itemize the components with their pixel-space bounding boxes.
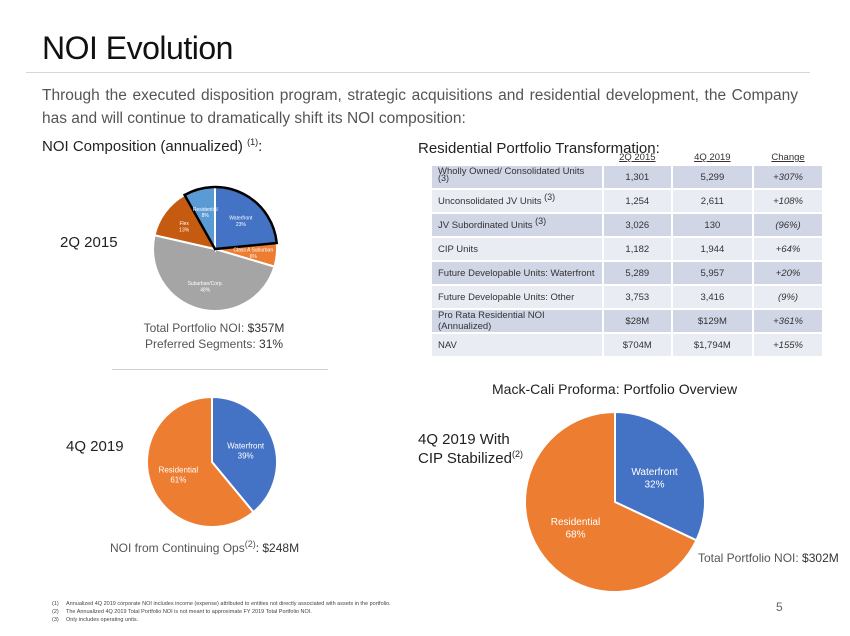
noi-composition-heading-text: NOI Composition (annualized) xyxy=(42,138,243,155)
value-2q2015: 1,254 xyxy=(604,190,671,212)
caption-4q2019: NOI from Continuing Ops(2): $248M xyxy=(110,539,300,556)
pie-chart-proforma: Waterfront 32% Residential 68% xyxy=(524,410,706,593)
pie-label: Residential 8% xyxy=(193,207,218,219)
footnote: (2) The Annualized 4Q 2019 Total Portfoli… xyxy=(52,608,391,616)
noi-composition-heading: NOI Composition (annualized) (1): xyxy=(42,137,263,156)
footnote-ref: (3) xyxy=(544,191,556,202)
caption-proforma: Total Portfolio NOI: $302M xyxy=(698,551,839,565)
value-4q2019: $129M xyxy=(672,310,753,332)
row-label: Future Developable Units: Waterfront xyxy=(432,262,602,284)
table-header-2q2015: 2Q 2015 xyxy=(619,152,656,163)
table-header-change: Change xyxy=(771,152,805,163)
pie-slice-residential xyxy=(146,395,255,528)
intro-text: Through the executed disposition program… xyxy=(42,87,798,127)
footnote: (3) Only includes operating units. xyxy=(52,616,391,624)
table-row: CIP Units 1,182 1,944 +64% xyxy=(432,238,822,260)
preferred-segments-outline xyxy=(182,185,279,251)
section-divider-left xyxy=(112,369,328,370)
footnote-number: (1) xyxy=(52,601,59,607)
table-row: Future Developable Units: Waterfront 5,28… xyxy=(432,262,822,284)
value-change: (96%) xyxy=(754,214,822,236)
slide-title: NOI Evolution xyxy=(42,30,233,66)
table-row: Future Developable Units: Other 3,753 3,41… xyxy=(432,286,822,308)
table-row: Pro Rata Residential NOI (Annualized) $28… xyxy=(432,310,822,332)
pie-chart-4q2019: Waterfront 39% Residential 61% xyxy=(146,395,278,528)
table-row: Unconsolidated JV Units (3) 1,254 2,611 +10… xyxy=(432,190,822,212)
value-change: +307% xyxy=(754,166,822,188)
footnote-ref: (3) xyxy=(438,172,449,183)
value-2q2015: $28M xyxy=(604,310,671,332)
value-4q2019: 130 xyxy=(672,214,753,236)
table-row: NAV $704M $1,794M +155% xyxy=(432,334,822,356)
pie-label: Waterfront 23% xyxy=(229,216,253,228)
value-4q2019: 5,299 xyxy=(672,166,753,188)
footnote-text: Only includes operating units. xyxy=(66,617,139,623)
pie-slice-suburban-corp xyxy=(152,234,276,312)
pie-label: Waterfront 32% xyxy=(631,467,678,491)
value-4q2019: $1,794M xyxy=(672,334,753,356)
footnote-number: (3) xyxy=(52,617,59,623)
residential-transformation-heading: Residential Portfolio Transformation: xyxy=(418,140,660,157)
value-change: +361% xyxy=(754,310,822,332)
caption-2q2015: Total Portfolio NOI: $357M Preferred Seg… xyxy=(104,320,324,352)
heading-colon: : xyxy=(258,138,263,155)
row-label: Wholly Owned/ Consolidated Units (3) xyxy=(432,166,602,188)
table-header-label xyxy=(432,152,602,164)
value-4q2019: 2,611 xyxy=(672,190,753,212)
value-2q2015: 5,289 xyxy=(604,262,671,284)
table-header-4q2019: 4Q 2019 xyxy=(694,152,731,163)
table-row: Wholly Owned/ Consolidated Units (3) 1,30… xyxy=(432,166,822,188)
footnote-ref: (3) xyxy=(535,215,547,226)
value-4q2019: 3,416 xyxy=(672,286,753,308)
value-4q2019: 5,957 xyxy=(672,262,753,284)
value-2q2015: 3,026 xyxy=(604,214,671,236)
value-4q2019: 1,944 xyxy=(672,238,753,260)
total-portfolio-noi-2q2015: Total Portfolio NOI: $357M xyxy=(143,321,285,335)
row-label: Unconsolidated JV Units (3) xyxy=(432,190,602,212)
proforma-title: Mack-Cali Proforma: Portfolio Overview xyxy=(492,381,738,397)
residential-portfolio-table: 2Q 2015 4Q 2019 Change Wholly Owned/ Con… xyxy=(430,150,824,358)
pie-slice-waterfront xyxy=(211,395,278,514)
title-divider-right xyxy=(498,72,810,73)
footnote-text: Annualized 4Q 2019 corporate NOI include… xyxy=(66,601,391,607)
value-2q2015: 1,182 xyxy=(604,238,671,260)
pie-label: Waterfront 39% xyxy=(227,441,265,460)
pie-slice-residential xyxy=(524,410,698,593)
preferred-segments-2q2015: Preferred Segments: 31% xyxy=(144,337,284,351)
pie-slice-waterfront xyxy=(614,410,706,542)
footnote-text: The Annualized 4Q 2019 Total Portfolio N… xyxy=(66,609,312,615)
table-row: JV Subordinated Units (3) 3,026 130 (96%) xyxy=(432,214,822,236)
row-label: Future Developable Units: Other xyxy=(432,286,602,308)
title-divider xyxy=(26,72,498,73)
period-label-proforma: 4Q 2019 With CIP Stabilized(2) xyxy=(418,431,523,467)
row-label: Pro Rata Residential NOI (Annualized) xyxy=(432,310,602,332)
pie-label: Class A Suburban 6% xyxy=(233,248,273,260)
footnotes: (1) Annualized 4Q 2019 corporate NOI incl… xyxy=(52,600,391,624)
value-change: +64% xyxy=(754,238,822,260)
row-label: CIP Units xyxy=(432,238,602,260)
value-2q2015: 3,753 xyxy=(604,286,671,308)
pie-label: Residential 68% xyxy=(551,517,600,541)
value-2q2015: 1,301 xyxy=(604,166,671,188)
page-number: 5 xyxy=(776,600,783,614)
pie-chart-2q2015: Waterfront 23% Class A Suburban 6% Suburban/… xyxy=(152,185,279,312)
footnote-ref: (1) xyxy=(247,137,259,147)
table-header-row: 2Q 2015 4Q 2019 Change xyxy=(432,152,822,164)
value-2q2015: $704M xyxy=(604,334,671,356)
footnote: (1) Annualized 4Q 2019 corporate NOI incl… xyxy=(52,600,391,608)
period-label-4q2019: 4Q 2019 xyxy=(66,438,124,455)
row-label: NAV xyxy=(432,334,602,356)
value-change: (9%) xyxy=(754,286,822,308)
pie-label: Residential 61% xyxy=(159,466,199,485)
footnote-number: (2) xyxy=(52,609,59,615)
value-change: +108% xyxy=(754,190,822,212)
value-change: +20% xyxy=(754,262,822,284)
value-change: +155% xyxy=(754,334,822,356)
pie-label: Suburban/Corp. 48% xyxy=(188,281,223,293)
pie-label: Flex 13% xyxy=(179,221,190,233)
period-label-2q2015: 2Q 2015 xyxy=(60,234,118,251)
row-label: JV Subordinated Units (3) xyxy=(432,214,602,236)
